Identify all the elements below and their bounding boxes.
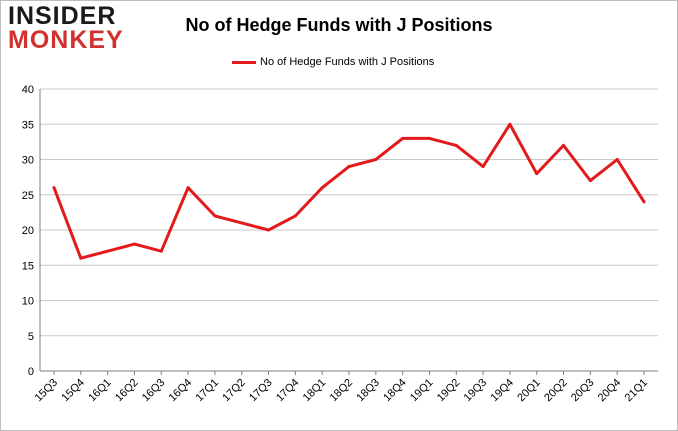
- x-tick-label: 17Q3: [247, 377, 275, 405]
- x-tick-label: 18Q3: [354, 377, 382, 405]
- data-point: [293, 214, 297, 218]
- data-point: [106, 249, 110, 253]
- data-point: [320, 186, 324, 190]
- insider-monkey-logo: INSIDER MONKEY: [8, 4, 128, 56]
- x-tick-label: 17Q4: [274, 377, 302, 405]
- x-tick-label: 16Q2: [113, 377, 141, 405]
- data-point: [535, 172, 539, 176]
- x-tick-label: 19Q2: [435, 377, 463, 405]
- x-tick-label: 20Q2: [542, 377, 570, 405]
- x-tick-label: 19Q3: [462, 377, 490, 405]
- data-point: [562, 143, 566, 147]
- x-tick-label: 18Q2: [328, 377, 356, 405]
- data-point: [159, 249, 163, 253]
- data-point: [79, 256, 83, 260]
- x-tick-label: 18Q1: [301, 377, 329, 405]
- y-tick-label: 15: [22, 260, 34, 272]
- y-tick-label: 30: [22, 155, 34, 167]
- data-point: [427, 136, 431, 140]
- y-tick-label: 5: [28, 331, 34, 343]
- legend-label: No of Hedge Funds with J Positions: [260, 56, 435, 68]
- x-tick-label: 20Q1: [515, 377, 543, 405]
- x-tick-label: 16Q4: [167, 377, 195, 405]
- x-tick-label: 17Q1: [194, 377, 222, 405]
- chart-title: No of Hedge Funds with J Positions: [185, 15, 493, 35]
- x-tick-label: 20Q3: [569, 377, 597, 405]
- chart-legend: No of Hedge Funds with J Positions: [232, 54, 434, 70]
- x-tick-label: 16Q1: [86, 377, 114, 405]
- x-tick-label: 19Q4: [489, 377, 517, 405]
- data-point: [615, 158, 619, 161]
- series-line: [52, 122, 646, 260]
- x-tick-label: 15Q4: [59, 377, 87, 405]
- y-tick-label: 0: [28, 366, 34, 378]
- data-point: [642, 200, 646, 204]
- data-point: [267, 228, 271, 232]
- data-point: [52, 186, 56, 190]
- y-tick-label: 10: [22, 296, 34, 308]
- x-tick-label: 15Q3: [33, 377, 61, 405]
- y-tick-label: 35: [22, 119, 34, 131]
- data-point: [588, 179, 592, 183]
- data-point: [132, 242, 136, 246]
- data-point: [240, 221, 244, 225]
- data-point: [401, 136, 405, 140]
- y-tick-label: 25: [22, 190, 34, 202]
- data-point: [213, 214, 217, 218]
- x-tick-label: 21Q1: [623, 377, 651, 405]
- y-tick-label: 40: [22, 84, 34, 96]
- x-tick-label: 17Q2: [220, 377, 248, 405]
- logo-line-1: INSIDER: [8, 2, 117, 30]
- data-point: [186, 186, 190, 190]
- logo-line-2: MONKEY: [8, 26, 124, 54]
- legend-swatch: [232, 60, 256, 64]
- data-point: [374, 158, 378, 161]
- x-tick-label: 18Q4: [381, 377, 409, 405]
- data-point: [508, 122, 512, 126]
- x-tick-label: 19Q1: [408, 377, 436, 405]
- y-tick-label: 20: [22, 225, 34, 237]
- data-point: [347, 165, 351, 169]
- x-tick-label: 16Q3: [140, 377, 168, 405]
- data-point: [454, 143, 458, 147]
- data-point: [481, 165, 485, 169]
- x-tick-label: 20Q4: [596, 377, 624, 405]
